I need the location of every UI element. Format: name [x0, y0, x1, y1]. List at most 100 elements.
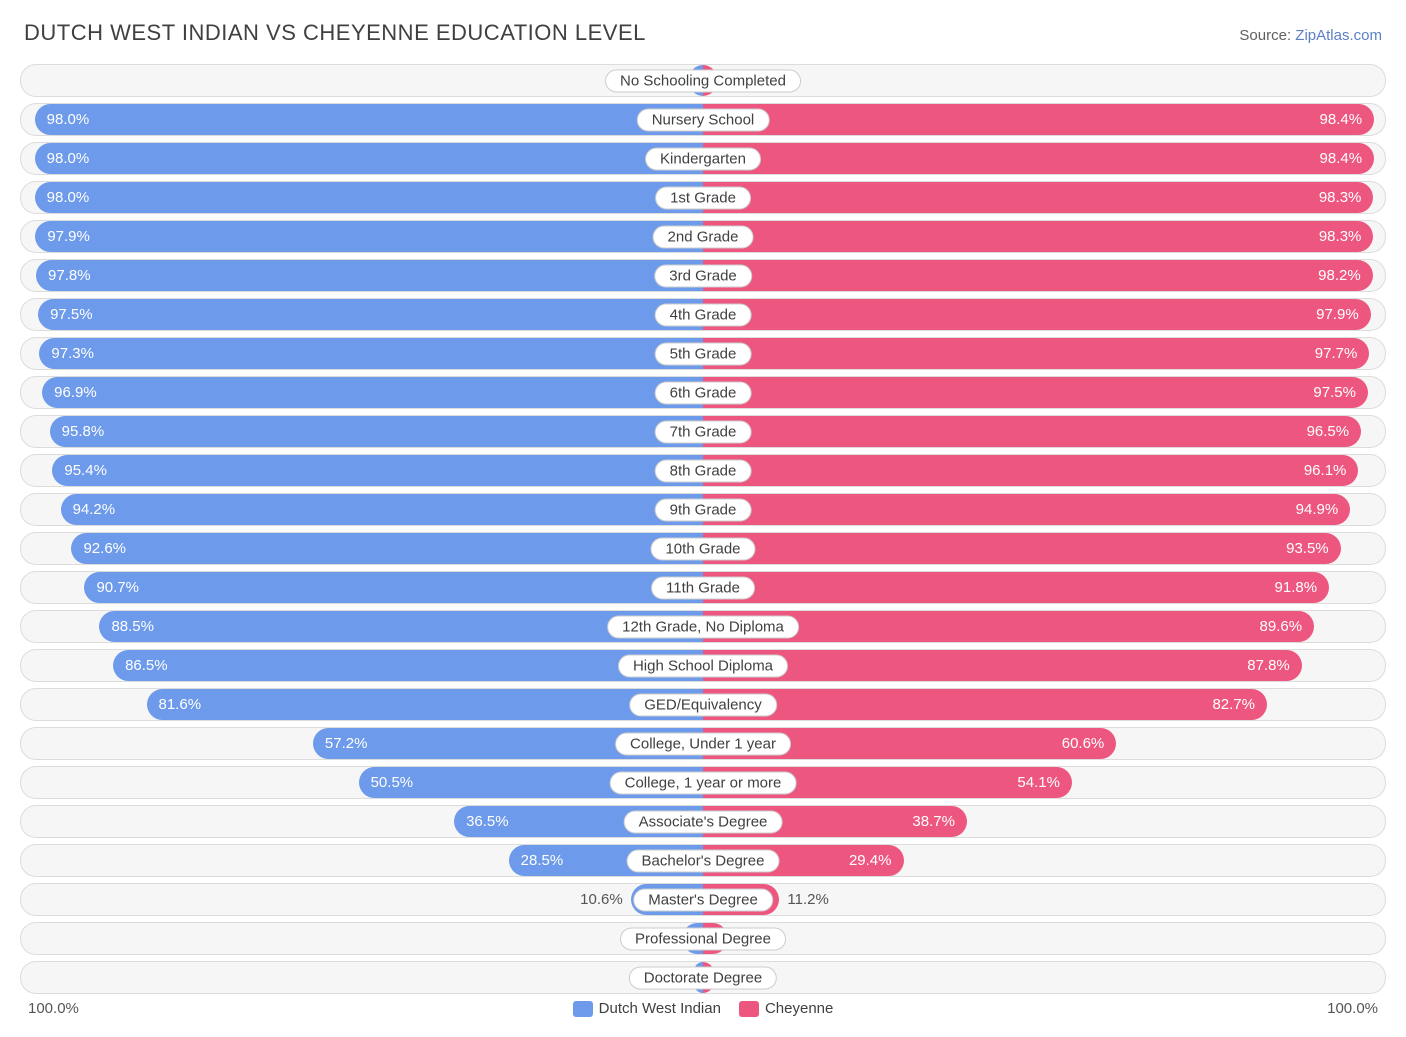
category-label: No Schooling Completed	[605, 69, 801, 92]
track-left: 92.6%	[20, 532, 703, 565]
value-right: 97.7%	[1303, 345, 1370, 362]
value-right: 98.4%	[1308, 150, 1375, 167]
value-left: 97.9%	[35, 228, 102, 245]
category-label: 12th Grade, No Diploma	[607, 615, 799, 638]
bar-right: 98.3%	[703, 182, 1373, 213]
bar-right: 97.7%	[703, 338, 1369, 369]
track-left: 50.5%	[20, 766, 703, 799]
track-right: 38.7%	[703, 805, 1386, 838]
track-right: 98.3%	[703, 181, 1386, 214]
track-left: 81.6%	[20, 688, 703, 721]
category-label: 7th Grade	[655, 420, 752, 443]
track-left: 86.5%	[20, 649, 703, 682]
value-left: 98.0%	[35, 150, 102, 167]
bar-left: 96.9%	[42, 377, 703, 408]
track-right: 97.5%	[703, 376, 1386, 409]
value-right: 94.9%	[1284, 501, 1351, 518]
track-left: 97.3%	[20, 337, 703, 370]
chart-row: 88.5%89.6%12th Grade, No Diploma	[20, 610, 1386, 643]
track-right: 3.6%	[703, 922, 1386, 955]
category-label: Professional Degree	[620, 927, 786, 950]
value-left: 57.2%	[313, 735, 380, 752]
chart-row: 86.5% 87.8%High School Diploma	[20, 649, 1386, 682]
value-left: 92.6%	[71, 540, 138, 557]
category-label: 3rd Grade	[654, 264, 752, 287]
bar-left: 94.2%	[61, 494, 703, 525]
bar-left: 98.0%	[35, 143, 703, 174]
category-label: Nursery School	[637, 108, 770, 131]
value-right: 91.8%	[1263, 579, 1330, 596]
legend: Dutch West Indian Cheyenne	[79, 1000, 1327, 1017]
track-right: 97.7%	[703, 337, 1386, 370]
legend-swatch-right	[739, 1001, 759, 1017]
track-right: 82.7%	[703, 688, 1386, 721]
value-left: 98.0%	[35, 189, 102, 206]
track-right: 96.1%	[703, 454, 1386, 487]
chart-row: 10.6%11.2%Master's Degree	[20, 883, 1386, 916]
value-right: 98.4%	[1308, 111, 1375, 128]
bar-right: 87.8%	[703, 650, 1302, 681]
chart-row: 50.5%54.1%College, 1 year or more	[20, 766, 1386, 799]
track-right: 29.4%	[703, 844, 1386, 877]
value-right: 98.2%	[1306, 267, 1373, 284]
track-left: 90.7%	[20, 571, 703, 604]
value-left: 50.5%	[359, 774, 426, 791]
category-label: 1st Grade	[655, 186, 751, 209]
value-right: 11.2%	[779, 891, 840, 908]
bar-left: 97.3%	[39, 338, 703, 369]
value-left: 86.5%	[113, 657, 180, 674]
chart-row: 97.3%97.7%5th Grade	[20, 337, 1386, 370]
value-left: 90.7%	[84, 579, 151, 596]
category-label: Associate's Degree	[624, 810, 783, 833]
track-right: 11.2%	[703, 883, 1386, 916]
track-right: 96.5%	[703, 415, 1386, 448]
track-left: 95.8%	[20, 415, 703, 448]
bar-right: 98.3%	[703, 221, 1373, 252]
chart-row: 95.4%96.1%8th Grade	[20, 454, 1386, 487]
track-left: 2.1%	[20, 64, 703, 97]
bar-left: 81.6%	[147, 689, 704, 720]
value-left: 97.8%	[36, 267, 103, 284]
track-left: 36.5%	[20, 805, 703, 838]
track-left: 3.1%	[20, 922, 703, 955]
chart-row: 94.2%94.9%9th Grade	[20, 493, 1386, 526]
bar-right: 96.1%	[703, 455, 1358, 486]
category-label: 10th Grade	[650, 537, 755, 560]
bar-left: 97.5%	[38, 299, 703, 330]
track-right: 60.6%	[703, 727, 1386, 760]
chart-row: 28.5%29.4%Bachelor's Degree	[20, 844, 1386, 877]
category-label: 6th Grade	[655, 381, 752, 404]
value-right: 93.5%	[1274, 540, 1341, 557]
legend-item-right: Cheyenne	[739, 1000, 833, 1017]
category-label: College, 1 year or more	[610, 771, 797, 794]
source-link[interactable]: ZipAtlas.com	[1295, 27, 1382, 44]
category-label: High School Diploma	[618, 654, 788, 677]
chart-source: Source: ZipAtlas.com	[1239, 27, 1382, 44]
bar-right: 91.8%	[703, 572, 1329, 603]
value-left: 96.9%	[42, 384, 109, 401]
bar-left: 95.4%	[52, 455, 703, 486]
value-right: 38.7%	[900, 813, 967, 830]
track-right: 1.6%	[703, 961, 1386, 994]
track-right: 91.8%	[703, 571, 1386, 604]
track-left: 96.9%	[20, 376, 703, 409]
chart-row: 3.1%3.6%Professional Degree	[20, 922, 1386, 955]
chart-row: 2.1%2.1%No Schooling Completed	[20, 64, 1386, 97]
bar-left: 86.5%	[113, 650, 703, 681]
axis-label-left: 100.0%	[28, 1000, 79, 1017]
bar-left: 92.6%	[71, 533, 703, 564]
value-right: 97.9%	[1304, 306, 1371, 323]
category-label: Kindergarten	[645, 147, 761, 170]
track-left: 98.0%	[20, 142, 703, 175]
value-left: 36.5%	[454, 813, 521, 830]
track-left: 95.4%	[20, 454, 703, 487]
chart-row: 97.9%98.3%2nd Grade	[20, 220, 1386, 253]
track-left: 57.2%	[20, 727, 703, 760]
track-right: 93.5%	[703, 532, 1386, 565]
track-right: 98.4%	[703, 103, 1386, 136]
value-left: 97.5%	[38, 306, 105, 323]
track-left: 10.6%	[20, 883, 703, 916]
value-left: 95.8%	[50, 423, 117, 440]
value-left: 81.6%	[147, 696, 214, 713]
track-left: 98.0%	[20, 103, 703, 136]
